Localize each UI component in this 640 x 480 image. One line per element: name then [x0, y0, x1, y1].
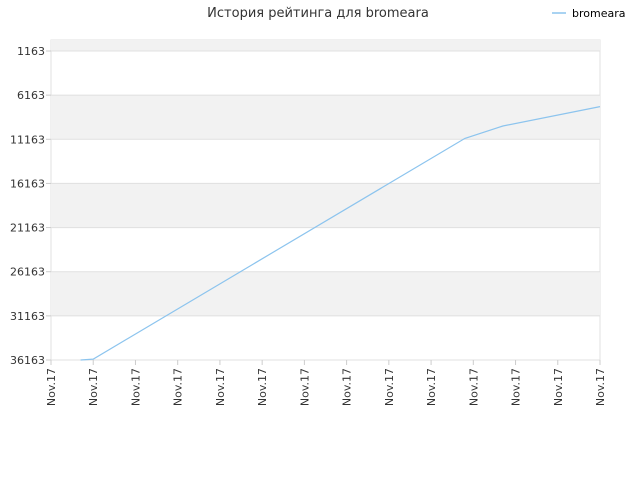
x-tick-label: Nov.17	[256, 368, 269, 406]
legend-label-bromeara: bromeara	[572, 7, 625, 20]
y-tick-label: 16163	[10, 177, 45, 190]
x-tick-label: Nov.17	[172, 368, 185, 406]
x-tick-label: Nov.17	[129, 368, 142, 406]
y-tick-label: 6163	[17, 89, 45, 102]
x-tick-label: Nov.17	[341, 368, 354, 406]
x-tick-label: Nov.17	[87, 368, 100, 406]
x-tick-label: Nov.17	[552, 368, 565, 406]
x-tick-label: Nov.17	[425, 368, 438, 406]
series-line-bromeara	[80, 106, 601, 361]
x-tick-label: Nov.17	[45, 368, 58, 406]
plot-band	[51, 183, 600, 228]
y-axis-ticks: 1163 6163 11163 16163 21163 26163 31163 36163	[10, 45, 51, 367]
x-tick-label: Nov.17	[214, 368, 227, 406]
x-tick-label: Nov.17	[467, 368, 480, 406]
x-tick-label: Nov.17	[510, 368, 523, 406]
plot-band	[51, 95, 600, 140]
plot-bands	[50, 39, 601, 361]
x-tick-label: Nov.17	[383, 368, 396, 406]
y-tick-label: 26163	[10, 266, 45, 279]
gridlines	[51, 50, 600, 361]
y-tick-label: 36163	[10, 354, 45, 367]
x-tick-label: Nov.17	[594, 368, 607, 406]
legend: bromeara	[552, 7, 625, 20]
y-tick-label: 1163	[17, 45, 45, 58]
chart-title: История рейтинга для bromeara	[207, 6, 429, 21]
plot-band	[51, 271, 600, 316]
y-tick-label: 21163	[10, 222, 45, 235]
x-tick-label: Nov.17	[298, 368, 311, 406]
plot-band	[51, 40, 600, 51]
series-lines	[80, 106, 601, 361]
y-tick-label: 11163	[10, 133, 45, 146]
y-tick-label: 31163	[10, 310, 45, 323]
x-axis-ticks: Nov.17 Nov.17 Nov.17 Nov.17 Nov.17 Nov.17 Nov.…	[45, 360, 607, 406]
